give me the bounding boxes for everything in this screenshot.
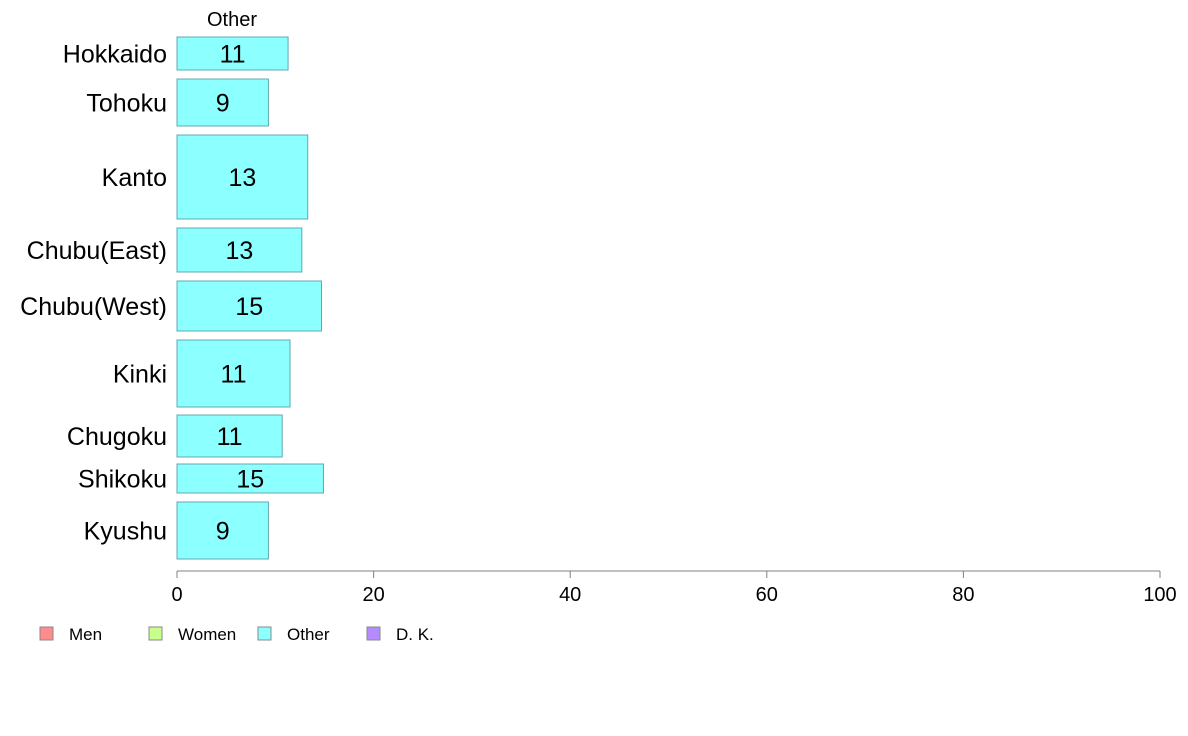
legend-label: Other [287, 625, 330, 644]
category-label: Chubu(West) [20, 293, 167, 321]
legend-label: Women [178, 625, 236, 644]
bar-value-label: 13 [228, 164, 256, 192]
legend-swatch-d-k [366, 626, 381, 641]
bars: 11 Hokkaido 9 Tohoku 13 Kanto 13 Chubu(East) 15 C… [20, 36, 324, 560]
x-tick-label: 100 [1143, 584, 1176, 606]
x-tick-label: 40 [559, 584, 581, 606]
category-label: Chubu(East) [27, 237, 167, 265]
bar-value-label: 13 [226, 237, 254, 265]
legend-swatch-women [148, 626, 163, 641]
x-tick-label: 0 [171, 584, 182, 606]
bar-kinki [176, 339, 291, 408]
category-label: Kinki [113, 361, 167, 389]
category-label: Hokkaido [63, 41, 167, 69]
legend: Men Women Other D. K. [39, 625, 434, 644]
category-label: Kanto [102, 164, 167, 192]
bar-value-label: 9 [216, 90, 230, 118]
bar-value-label: 15 [236, 466, 264, 494]
legend-swatch-men [39, 626, 54, 641]
bar-kyushu [176, 501, 269, 560]
x-axis: 0 20 40 60 80 100 [171, 570, 1177, 606]
x-tick-label: 80 [952, 584, 974, 606]
x-tick-label: 20 [362, 584, 384, 606]
bar-value-label: 9 [216, 518, 230, 546]
category-label: Tohoku [86, 90, 167, 118]
segment-title: Other [207, 9, 257, 31]
bar-value-label: 11 [217, 423, 243, 451]
legend-label: Men [69, 625, 102, 644]
bar-value-label: 11 [220, 41, 246, 69]
legend-label: D. K. [396, 625, 434, 644]
bar-value-label: 11 [221, 361, 247, 389]
bar-chubu-west [176, 280, 323, 332]
legend-swatch-other [257, 626, 272, 641]
bar-hokkaido [176, 36, 289, 71]
bar-shikoku [176, 463, 324, 494]
bar-tohoku [176, 78, 269, 127]
bar-chugoku [176, 414, 283, 458]
category-label: Shikoku [78, 466, 167, 494]
category-label: Chugoku [67, 423, 167, 451]
x-tick-label: 60 [756, 584, 778, 606]
bar-kanto [176, 134, 309, 220]
bar-chubu-east [176, 227, 303, 273]
category-label: Kyushu [84, 518, 167, 546]
bar-value-label: 15 [235, 293, 263, 321]
